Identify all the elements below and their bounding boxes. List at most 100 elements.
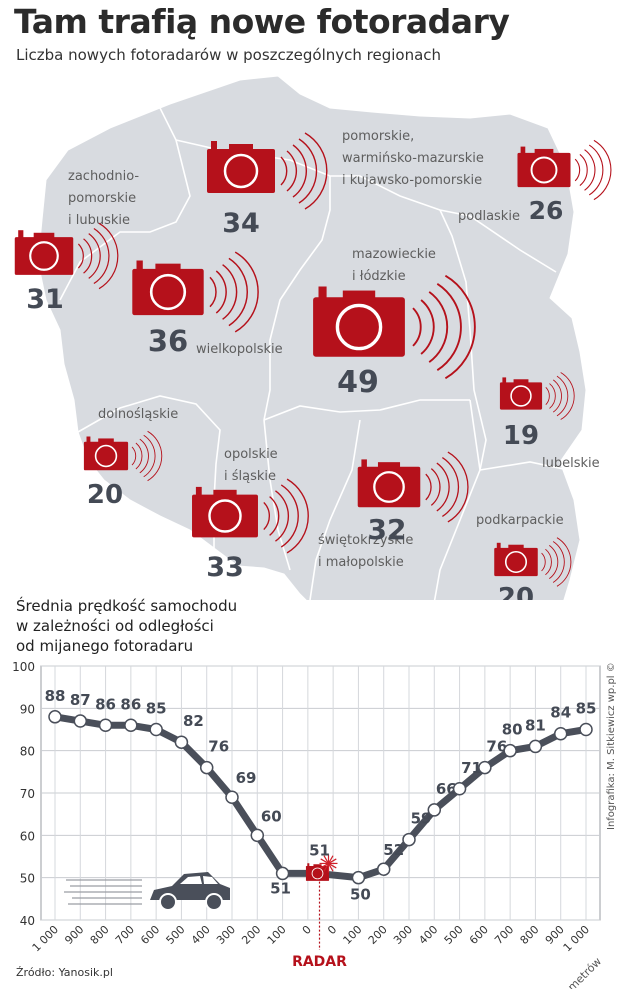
x-tick-label: 300 xyxy=(391,923,415,947)
data-label: 85 xyxy=(576,700,597,718)
data-point xyxy=(553,726,568,741)
x-tick-label: 600 xyxy=(467,923,491,947)
camera-count: 49 xyxy=(337,365,379,400)
region-label: opolskie i śląskie xyxy=(224,447,278,484)
region-label: mazowieckie i łódzkie xyxy=(352,247,436,284)
y-tick-label: 40 xyxy=(20,914,35,928)
camera-count: 20 xyxy=(498,583,534,600)
data-label: 51 xyxy=(309,841,330,859)
data-label: 60 xyxy=(261,807,282,825)
data-label: 59 xyxy=(411,810,432,828)
data-label: 80 xyxy=(502,721,523,739)
data-point xyxy=(452,782,467,796)
x-tick-label: 1 000 xyxy=(30,923,61,954)
x-tick-label: 100 xyxy=(265,923,289,947)
data-point xyxy=(199,760,214,775)
data-point xyxy=(124,718,138,733)
data-label: 86 xyxy=(120,695,141,713)
data-point xyxy=(149,722,163,737)
data-label: 84 xyxy=(550,704,571,722)
data-point xyxy=(351,870,366,885)
chart-frame xyxy=(40,665,601,921)
data-label: 69 xyxy=(236,769,257,787)
poland-map: zachodnio-pomorskie i lubuskie pomorskie, w… xyxy=(13,75,612,600)
data-label: 86 xyxy=(95,695,116,713)
speed-lines-icon xyxy=(64,879,142,905)
x-tick-label: 0 xyxy=(325,923,339,937)
camera-count: 36 xyxy=(148,324,188,358)
region-label: zachodnio-pomorskie i lubuskie xyxy=(68,169,139,228)
camera-count: 20 xyxy=(87,480,123,510)
chart-title-line: Średnia prędkość samochodu xyxy=(16,597,238,615)
data-point xyxy=(48,710,62,724)
data-point xyxy=(98,718,113,733)
source-text: Źródło: Yanosik.pl xyxy=(16,966,113,979)
y-tick-label: 70 xyxy=(20,787,35,801)
data-point xyxy=(73,714,88,728)
camera-count: 34 xyxy=(222,208,260,239)
data-label: 87 xyxy=(70,691,91,709)
x-tick-label: 400 xyxy=(189,923,213,947)
x-tick-label: 200 xyxy=(239,923,263,947)
credit-text: Infografika: M. Sitkiewicz wp.pl © xyxy=(606,662,617,830)
data-point xyxy=(528,739,543,754)
data-label: 88 xyxy=(45,687,66,705)
data-point xyxy=(478,760,492,775)
data-label: 85 xyxy=(146,700,167,718)
data-label: 82 xyxy=(183,712,204,730)
camera-count: 26 xyxy=(529,196,564,225)
region-label: lubelskie xyxy=(542,456,600,471)
x-tick-label: 800 xyxy=(518,923,542,947)
x-tick-label: 800 xyxy=(88,923,112,947)
camera-count: 31 xyxy=(26,284,64,315)
page-subtitle: Liczba nowych fotoradarów w poszczególny… xyxy=(16,46,442,64)
region-borders xyxy=(59,107,569,600)
region-label: podkarpackie xyxy=(476,513,564,528)
region-label: pomorskie, warmińsko-mazurskie i kujawsko-… xyxy=(342,129,484,188)
x-axis-label: metrów xyxy=(565,955,604,989)
x-tick-label: 900 xyxy=(62,923,86,947)
x-tick-label: 100 xyxy=(341,923,365,947)
data-label: 81 xyxy=(525,716,546,734)
radar-waves-icon xyxy=(574,139,612,201)
region-label: wielkopolskie xyxy=(196,342,283,357)
data-point xyxy=(250,828,265,843)
data-point xyxy=(376,862,391,876)
car-icon xyxy=(150,872,230,911)
data-point xyxy=(275,866,290,881)
y-tick-label: 100 xyxy=(12,660,35,674)
data-label: 76 xyxy=(486,738,507,756)
camera-count: 32 xyxy=(368,513,407,546)
x-tick-label: 500 xyxy=(442,923,466,947)
data-label: 66 xyxy=(436,780,457,798)
data-label: 52 xyxy=(383,841,404,859)
data-point xyxy=(225,790,239,804)
radar-camera-icon xyxy=(305,862,330,882)
data-point xyxy=(427,803,442,817)
x-tick-label: 500 xyxy=(164,923,188,947)
speed-series-line xyxy=(51,713,590,882)
chart-title: Średnia prędkość samochodu w zależności … xyxy=(16,596,237,656)
flash-icon xyxy=(319,854,338,873)
data-point xyxy=(579,722,593,737)
data-label: 51 xyxy=(270,879,291,897)
x-tick-label: 900 xyxy=(543,923,567,947)
chart-title-line: od mijanego fotoradaru xyxy=(16,637,194,655)
radar-label: RADAR xyxy=(292,954,347,970)
x-tick-label: 1 000 xyxy=(561,923,592,954)
x-tick-label: 0 xyxy=(300,923,314,937)
data-point xyxy=(402,832,416,847)
x-tick-label: 400 xyxy=(416,923,440,947)
y-tick-label: 80 xyxy=(20,745,35,759)
data-label: 71 xyxy=(461,759,482,777)
map-shape xyxy=(37,75,587,600)
chart-title-line: w zależności od odległości xyxy=(16,617,214,635)
camera-count: 19 xyxy=(503,421,539,451)
x-tick-label: 200 xyxy=(366,923,390,947)
page-title: Tam trafią nowe fotoradary xyxy=(14,2,510,41)
x-tick-label: 700 xyxy=(492,923,516,947)
y-tick-label: 50 xyxy=(20,872,35,886)
x-tick-label: 300 xyxy=(214,923,238,947)
camera-count: 33 xyxy=(206,552,244,583)
region-label: dolnośląskie xyxy=(98,407,178,422)
